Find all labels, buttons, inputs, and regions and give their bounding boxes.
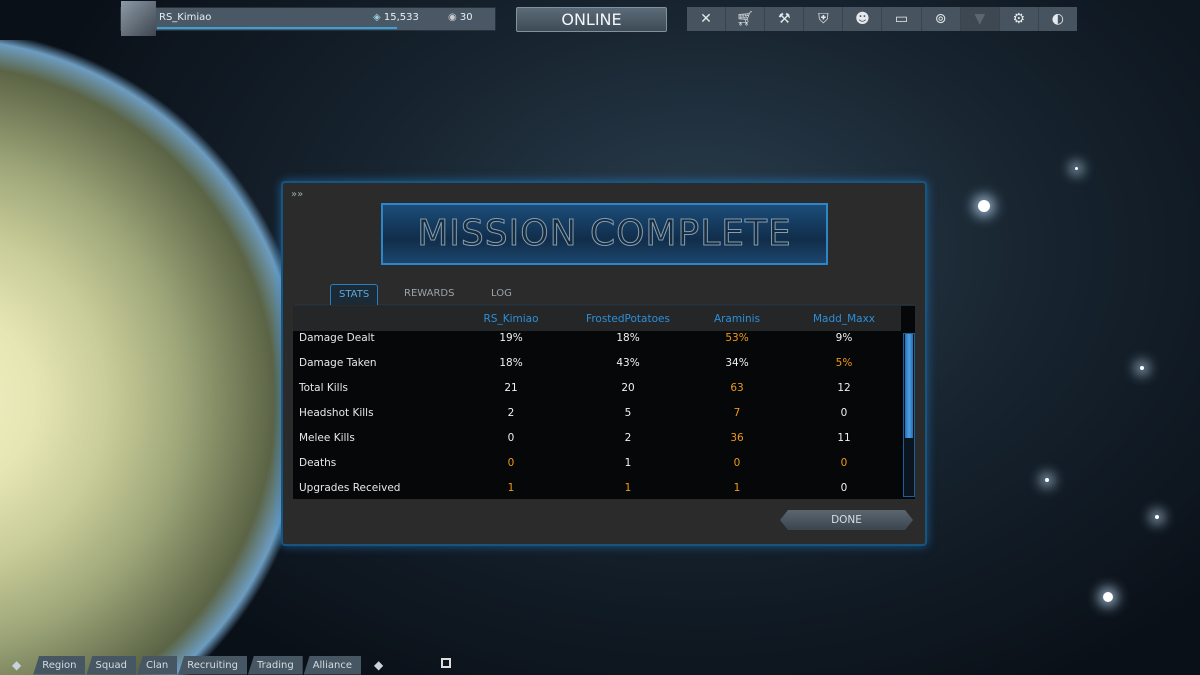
clan-shield-icon[interactable]: ⛨ [804,7,844,31]
stat-cell: 0 [840,457,848,469]
chat-tab-alliance[interactable]: Alliance [303,655,361,675]
row-label: Damage Taken [299,357,377,369]
unavailable-icon: ▼ [960,7,1000,31]
chat-tab-trading[interactable]: Trading [247,655,303,675]
market-icon[interactable]: 🛒︎ [726,7,766,31]
stat-cell: 2 [507,407,515,419]
table-row: Deaths 0 1 0 0 [293,451,901,476]
stat-cell: 5 [624,407,632,419]
stat-cell: 1 [624,482,632,494]
chat-tab-recruiting[interactable]: Recruiting [178,655,247,675]
star [1075,167,1078,170]
codex-icon[interactable]: ⊚ [922,7,961,31]
chevrons-icon: »» [291,189,304,200]
foundry-icon[interactable]: ⚒ [765,7,805,31]
stat-cell: 0 [507,457,515,469]
platinum-icon: ◈ [373,12,381,23]
star [1155,515,1159,519]
dialog-title: MISSION COMPLETE [381,203,828,265]
stat-cell: 19% [499,332,523,344]
stat-cell: 20 [621,382,635,394]
stat-cell: 12 [837,382,851,394]
platinum-value: 15,533 [383,12,419,23]
stat-cell: 0 [733,457,741,469]
table-row: Damage Dealt 19% 18% 53% 9% [293,326,901,351]
platinum-amount: ◈ 15,533 [373,12,419,23]
planet-background [0,40,310,675]
avatar[interactable] [121,1,156,36]
player-panel[interactable]: RS_Kimiao ◈ 15,533 ◉ 30 [120,1,496,36]
stat-cell: 18% [499,357,523,369]
stat-cell: 43% [616,357,640,369]
stat-cell: 11 [837,432,851,444]
stat-cell: 0 [840,407,848,419]
scrollbar[interactable] [903,333,915,497]
friends-icon[interactable]: ☻ [843,7,883,31]
stat-cell: 1 [624,457,632,469]
stat-cell: 36 [730,432,744,444]
column-header: Madd_Maxx [813,313,875,325]
credits-value: 30 [459,12,473,23]
tab-rewards[interactable]: REWARDS [404,288,455,299]
row-label: Headshot Kills [299,407,374,419]
row-label: Damage Dealt [299,332,375,344]
stat-cell: 5% [835,357,853,369]
stat-cell: 63 [730,382,744,394]
player-name: RS_Kimiao [159,12,212,23]
chat-tab-squad[interactable]: Squad [86,655,136,675]
stat-cell: 34% [725,357,749,369]
table-row: Melee Kills 0 2 36 11 [293,426,901,451]
stat-cell: 0 [507,432,515,444]
nav-icon-bar: ✕ 🛒︎ ⚒ ⛨ ☻ ▭ ⊚ ▼ ⚙ ◐ [687,7,1077,31]
chat-tab-clan[interactable]: Clan [136,655,178,675]
chat-right-arrow-icon[interactable]: ◆ [373,658,384,672]
chat-tab-region[interactable]: Region [33,655,86,675]
column-header: Araminis [713,313,761,325]
star [1045,478,1049,482]
scrollbar-thumb[interactable] [905,334,913,438]
chat-left-arrow-icon[interactable]: ◆ [12,658,22,672]
xp-progress-bar [157,27,397,29]
stats-table: RS_Kimiao FrostedPotatoes Araminis Madd_… [293,306,915,499]
star [1140,366,1144,370]
stat-cell: 9% [835,332,853,344]
settings-icon[interactable]: ⚙ [1000,7,1039,31]
stat-cell: 1 [733,482,741,494]
table-header: RS_Kimiao FrostedPotatoes Araminis Madd_… [293,306,901,331]
stat-cell: 0 [840,482,848,494]
arsenal-icon[interactable]: ✕ [687,7,727,31]
row-label: Melee Kills [299,432,355,444]
stat-cell: 18% [616,332,640,344]
star [978,200,990,212]
dojo-icon[interactable]: ▭ [882,7,922,31]
stat-cell: 2 [624,432,632,444]
mission-complete-dialog: »» MISSION COMPLETE STATS REWARDS LOG RS… [281,181,927,546]
credits-amount: ◉ 30 [448,12,473,23]
stat-cell: 53% [725,332,749,344]
credits-icon: ◉ [448,12,457,23]
chat-window-toggle-icon[interactable] [441,658,451,668]
chat-tab-bar: ◆ Region Squad Clan Recruiting Trading A… [0,655,395,675]
done-button[interactable]: DONE [780,510,913,530]
row-label: Upgrades Received [299,482,401,494]
stat-cell: 21 [504,382,518,394]
online-status-button[interactable]: ONLINE [516,7,667,32]
star [1103,592,1113,602]
row-label: Deaths [299,457,337,469]
logout-icon[interactable]: ◐ [1051,11,1064,27]
stat-cell: 1 [507,482,515,494]
stat-cell: 7 [733,407,741,419]
row-label: Total Kills [299,382,348,394]
tab-bar: STATS REWARDS LOG [295,283,915,305]
tab-stats[interactable]: STATS [330,284,379,305]
table-row: Total Kills 21 20 63 12 [293,376,901,401]
table-row: Upgrades Received 1 1 1 0 [293,476,901,501]
column-header: FrostedPotatoes [586,313,670,325]
table-row: Damage Taken 18% 43% 34% 5% [293,351,901,376]
column-header: RS_Kimiao [483,313,539,325]
tab-log[interactable]: LOG [491,288,512,299]
table-row: Headshot Kills 2 5 7 0 [293,401,901,426]
